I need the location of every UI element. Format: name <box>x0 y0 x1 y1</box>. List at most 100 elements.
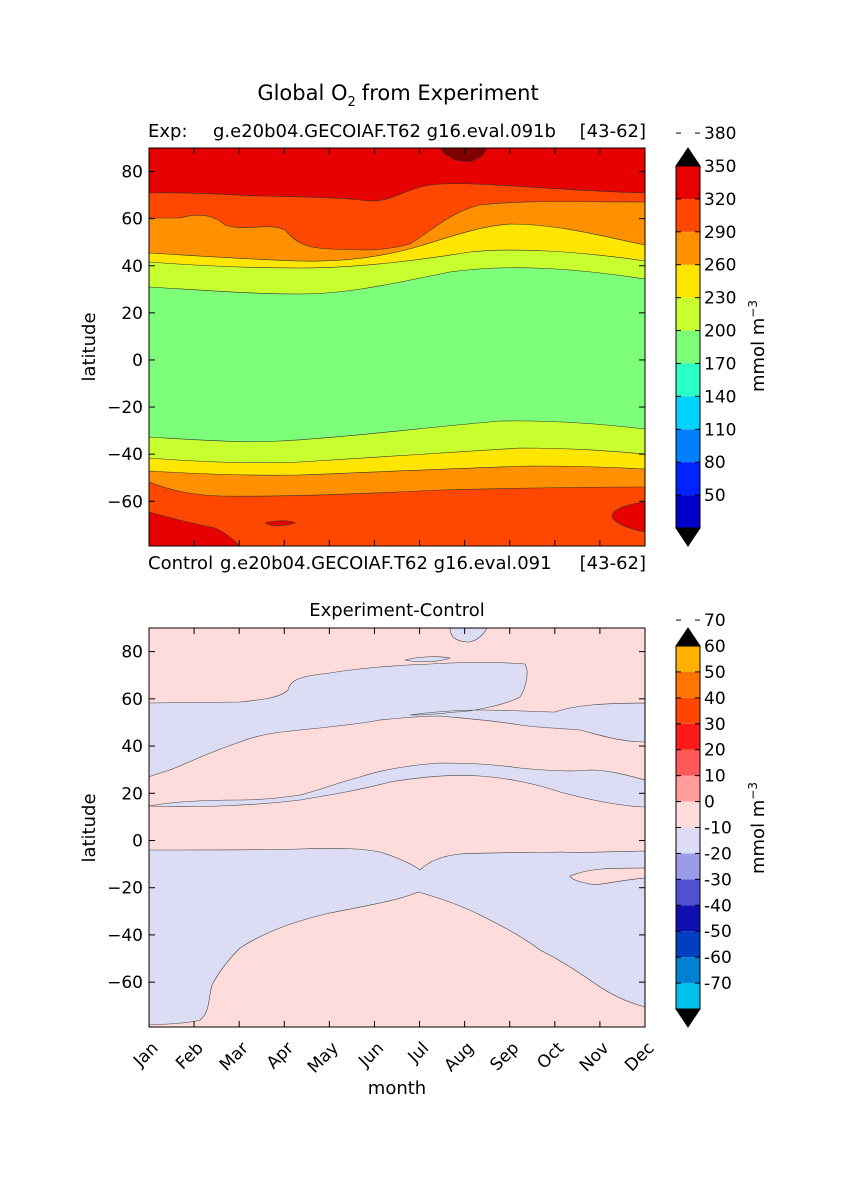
y-tick-label: 40 <box>121 737 143 757</box>
colorbar-tick-label: 200 <box>704 322 736 342</box>
colorbar-tick-label: 380 <box>704 124 736 144</box>
bottom-band-neg10-0-small-blob <box>404 656 452 663</box>
title-prefix: Global O <box>257 81 347 105</box>
y-tick-label: 80 <box>121 163 143 183</box>
bottom-band-0-10-east-pocket <box>569 867 645 885</box>
x-tick-label: Mar <box>216 1038 253 1075</box>
colorbar-segment <box>676 697 700 724</box>
x-tick-label: Jan <box>129 1038 162 1071</box>
colorbar-tick-label: 80 <box>704 453 726 473</box>
top-bottom-years-label: [43-62] <box>580 553 646 574</box>
y-tick-label: 80 <box>121 643 143 663</box>
colorbar-segment <box>676 827 700 854</box>
y-tick-label: 0 <box>132 831 143 851</box>
top-plot-frame <box>148 147 646 547</box>
colorbar-segment <box>676 462 700 496</box>
colorbar-tick-label: 70 <box>704 611 726 631</box>
x-tick-label: Aug <box>441 1038 479 1076</box>
colorbar-segment <box>676 264 700 298</box>
bottom-xlabel: month <box>368 1078 426 1099</box>
y-tick-label: −40 <box>107 926 143 946</box>
title-suffix: from Experiment <box>362 81 539 105</box>
bottom-band-neg10-0-top-blob <box>449 628 488 643</box>
top-band-320-350-south <box>149 481 645 546</box>
y-tick-label: −20 <box>107 398 143 418</box>
colorbar-tick-label: -40 <box>704 896 732 916</box>
colorbar-segment <box>676 297 700 331</box>
colorbar-tick-label: 110 <box>704 420 736 440</box>
x-tick-label: Dec <box>621 1038 658 1075</box>
colorbar-tick-label: 290 <box>704 223 736 243</box>
colorbar-tick-label: 50 <box>704 663 726 683</box>
top-left-header: Exp: <box>148 121 188 142</box>
colorbar-under-arrow <box>675 1008 701 1028</box>
colorbar-tick-label: 260 <box>704 256 736 276</box>
top-axes: 80 60 40 20 0 −20 −40 −60 <box>107 148 646 546</box>
colorbar-tick-label: -30 <box>704 870 732 890</box>
bottom-panel-title: Experiment-Control <box>309 600 485 621</box>
y-tick-label: 60 <box>121 690 143 710</box>
colorbar-segment <box>676 671 700 698</box>
colorbar-segment <box>676 801 700 828</box>
y-tick-label: 60 <box>121 210 143 230</box>
colorbar-tick-label: -50 <box>704 922 732 942</box>
bottom-colorbar-label-text: mmol m <box>748 800 769 874</box>
colorbar-segment <box>676 853 700 880</box>
top-contour-plot <box>149 148 645 546</box>
bottom-contour-plot <box>149 628 645 1027</box>
colorbar-tick-label: 140 <box>704 387 736 407</box>
top-band-max-380 <box>439 148 488 163</box>
y-tick-label: 20 <box>121 304 143 324</box>
top-band-350-380-south-west <box>149 511 241 546</box>
colorbar-over-arrow <box>675 147 701 167</box>
bottom-band-neg10-0-mid <box>149 762 645 808</box>
top-bottom-left-label: Control <box>148 553 213 574</box>
colorbar-under-arrow <box>675 527 701 547</box>
x-tick-label: Feb <box>172 1038 207 1073</box>
colorbar-tick-label: -60 <box>704 948 732 968</box>
colorbar-tick-label: 60 <box>704 637 726 657</box>
bottom-ylabel: latitude <box>79 793 100 862</box>
y-tick-label: −20 <box>107 879 143 899</box>
x-tick-label: May <box>304 1038 343 1077</box>
x-tick-label: Jul <box>404 1038 433 1067</box>
top-band-350-380-blob <box>264 520 296 526</box>
colorbar-tick-label: 40 <box>704 689 726 709</box>
colorbar-segment <box>676 495 700 528</box>
colorbar-segment <box>676 363 700 397</box>
y-tick-label: −40 <box>107 445 143 465</box>
colorbar-tick-label: -10 <box>704 819 732 839</box>
colorbar-segment <box>676 879 700 906</box>
title-subscript: 2 <box>348 95 356 110</box>
colorbar-segment <box>676 198 700 232</box>
bottom-colorbar: -70 -60 -50 -40 -30 -20 -10 0 10 20 30 40 50 60 70 <box>675 611 732 1028</box>
colorbar-segment <box>676 429 700 463</box>
top-colorbar: 50 80 110 140 170 200 230 260 290 320 350 380 <box>675 124 736 547</box>
colorbar-segment <box>676 957 700 984</box>
bottom-plot-frame <box>148 627 646 1028</box>
y-tick-label: 40 <box>121 257 143 277</box>
y-tick-label: −60 <box>107 973 143 993</box>
colorbar-segment <box>676 396 700 430</box>
colorbar-segment <box>676 749 700 776</box>
top-colorbar-label-exponent: −3 <box>746 300 760 318</box>
x-tick-label: Nov <box>576 1038 614 1076</box>
colorbar-tick-label: 30 <box>704 715 726 735</box>
x-tick-label: Jun <box>354 1038 388 1072</box>
colorbar-segment <box>676 646 700 672</box>
top-years-header: [43-62] <box>580 121 646 142</box>
colorbar-tick-label: 170 <box>704 354 736 374</box>
bottom-band-0-10-south-inner <box>149 891 645 1027</box>
bottom-colorbar-label-exponent: −3 <box>746 782 760 800</box>
colorbar-segment <box>676 983 700 1009</box>
colorbar-frame <box>675 165 701 529</box>
figure-title: Global O2 from Experiment <box>257 81 538 110</box>
top-bottom-case-label: g.e20b04.GECOIAF.T62 g16.eval.091 <box>220 553 552 574</box>
colorbar-tick-label: 50 <box>704 486 726 506</box>
colorbar-tick-label: 320 <box>704 190 736 210</box>
colorbar-tick-label: 230 <box>704 289 736 309</box>
x-tick-label: Oct <box>533 1038 568 1073</box>
top-ylabel: latitude <box>79 312 100 381</box>
colorbar-tick-label: 20 <box>704 741 726 761</box>
colorbar-segment <box>676 330 700 364</box>
